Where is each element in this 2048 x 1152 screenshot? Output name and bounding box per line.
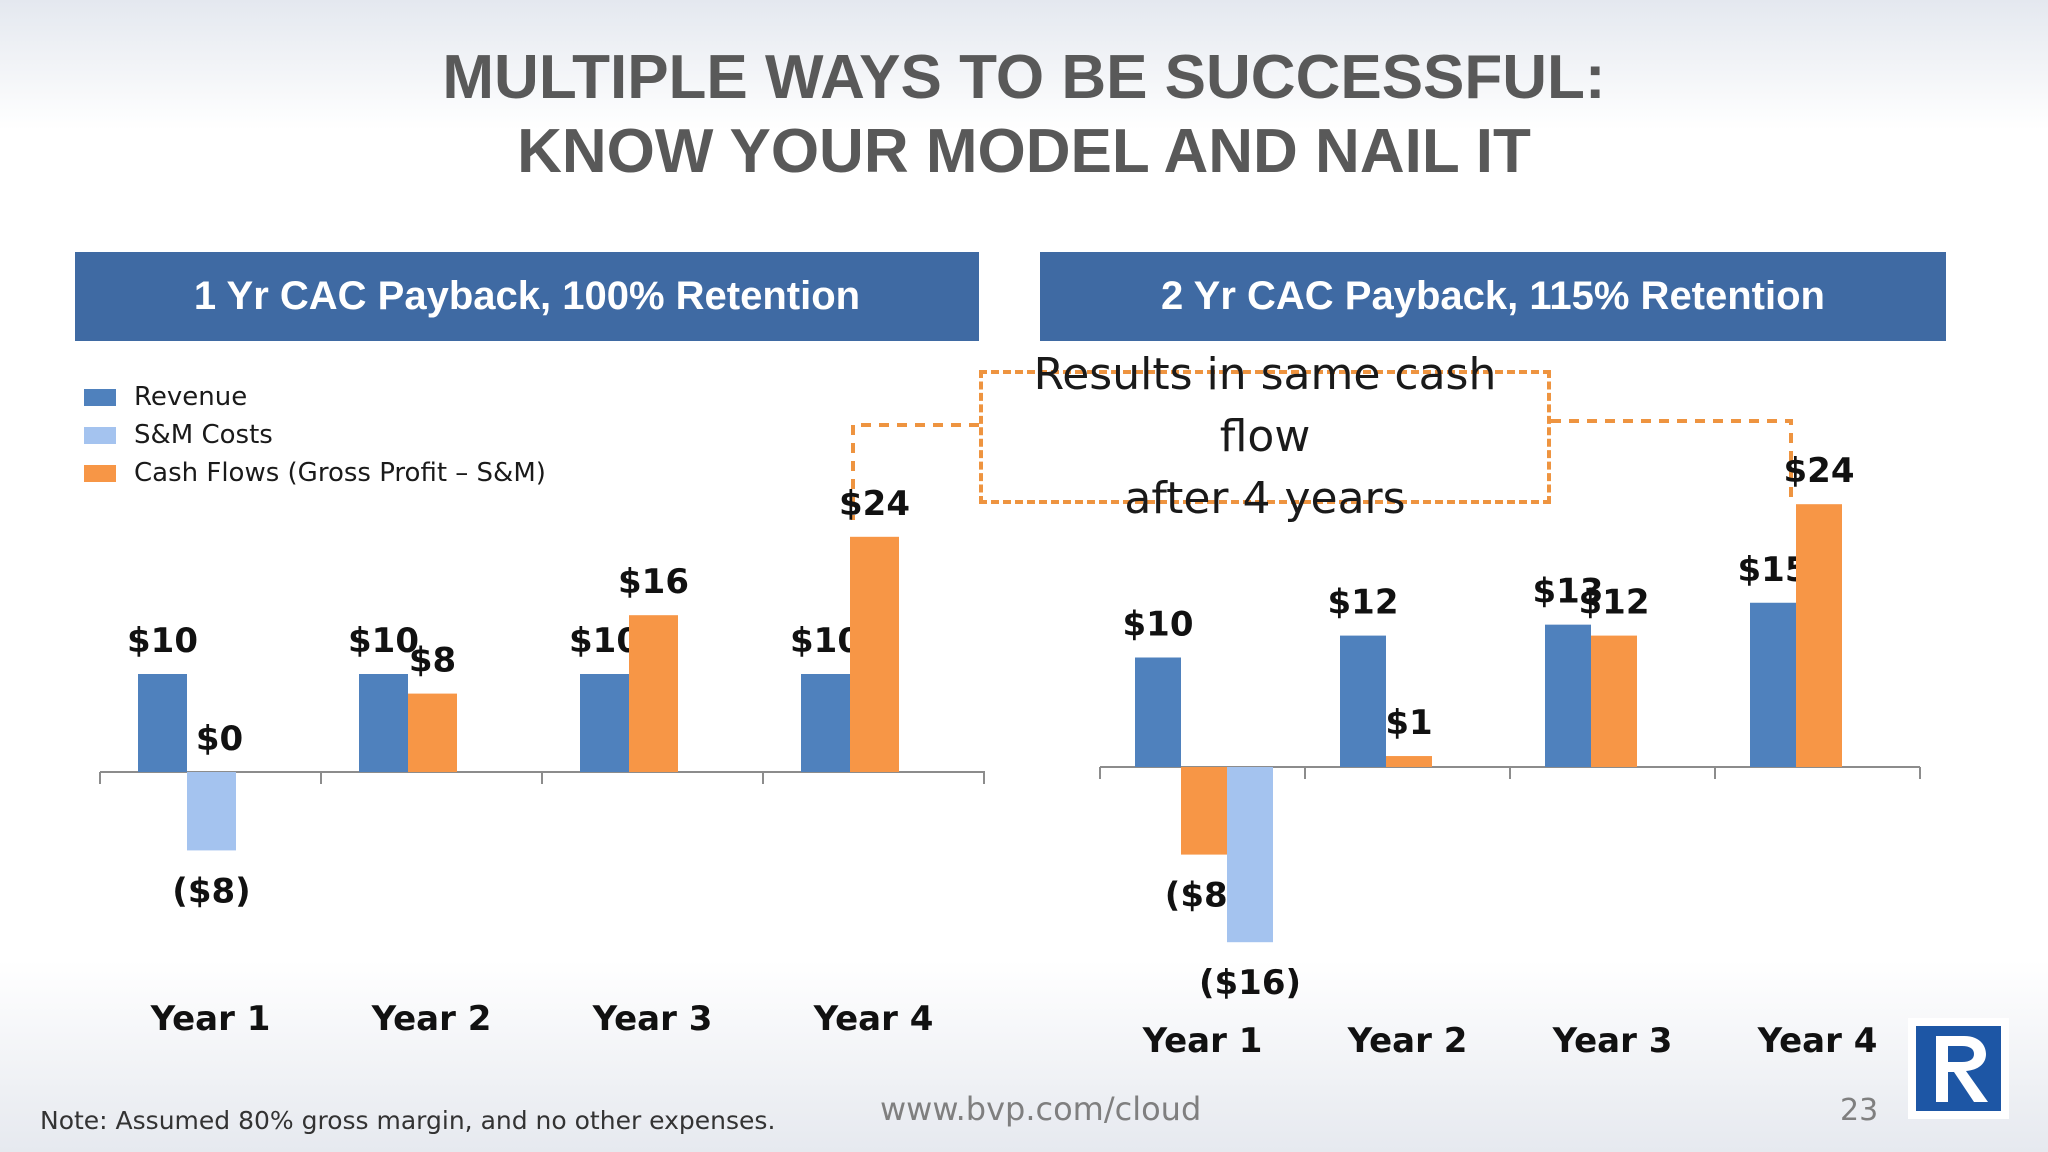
data-label-revenue-year-2: $10: [348, 621, 419, 661]
chart-2-category-label: Year 3: [1552, 1021, 1673, 1061]
chart-2-category-label: Year 2: [1347, 1021, 1468, 1061]
chart-1-category-label: Year 3: [592, 999, 713, 1039]
footer-url: www.bvp.com/cloud: [880, 1090, 1202, 1128]
bar-cash-flows-gross-profit-s-m-year-1: [1181, 767, 1227, 855]
chart-legend: Revenue S&M Costs Cash Flows (Gross Prof…: [84, 378, 546, 492]
bar-revenue-year-4: [801, 674, 850, 772]
chart-2-category-label: Year 4: [1757, 1021, 1878, 1061]
data-label-cash-flows-gross-profit-s-m-year-1: $0: [196, 719, 243, 759]
left-panel-title: 1 Yr CAC Payback, 100% Retention: [193, 274, 861, 318]
bar-s-m-costs-year-1: [187, 772, 236, 851]
chart-1-category-label: Year 1: [150, 999, 271, 1039]
legend-swatch-revenue: [84, 388, 116, 406]
data-label-cash-flows-gross-profit-s-m-year-2: $8: [409, 641, 456, 681]
bar-revenue-year-2: [359, 674, 408, 772]
data-label-revenue-year-1: $10: [1123, 605, 1194, 645]
bar-revenue-year-3: [1545, 624, 1591, 767]
footnote: Note: Assumed 80% gross margin, and no o…: [40, 1106, 776, 1135]
callout-box: Results in same cash flow after 4 years: [979, 349, 1551, 524]
legend-item-revenue: Revenue: [84, 378, 546, 416]
data-label-s-m-costs-year-1: ($16): [1199, 963, 1301, 1003]
bar-revenue-year-1: [138, 674, 187, 772]
legend-swatch-sm-costs: [84, 426, 116, 444]
callout-connector-right: [1551, 419, 1793, 500]
data-label-s-m-costs-year-1: ($8): [172, 871, 250, 911]
bar-cash-flows-gross-profit-s-m-year-2: [1386, 756, 1432, 767]
left-panel-header: 1 Yr CAC Payback, 100% Retention: [75, 252, 979, 341]
right-panel-header: 2 Yr CAC Payback, 115% Retention: [1040, 252, 1946, 341]
bar-cash-flows-gross-profit-s-m-year-2: [408, 693, 457, 772]
bar-cash-flows-gross-profit-s-m-year-3: [629, 615, 678, 772]
slide-title-line-1: MULTIPLE WAYS TO BE SUCCESSFUL:: [442, 43, 1606, 112]
legend-item-cash-flows: Cash Flows (Gross Profit – S&M): [84, 454, 546, 492]
bar-cash-flows-gross-profit-s-m-year-3: [1591, 635, 1637, 767]
data-label-revenue-year-3: $10: [569, 621, 640, 661]
data-label-revenue-year-2: $12: [1328, 583, 1399, 623]
data-label-cash-flows-gross-profit-s-m-year-3: $16: [618, 562, 689, 602]
data-label-cash-flows-gross-profit-s-m-year-4: $24: [1784, 451, 1855, 491]
bar-revenue-year-4: [1750, 602, 1796, 767]
slide-title-line-2: KNOW YOUR MODEL AND NAIL IT: [517, 117, 1531, 186]
legend-item-sm-costs: S&M Costs: [84, 416, 546, 454]
bvp-r-logo-icon: [1936, 1036, 1988, 1102]
legend-swatch-cash-flows: [84, 464, 116, 482]
callout-line-1: Results in same cash flow: [1033, 349, 1497, 462]
page-number: 23: [1840, 1093, 1879, 1128]
legend-label-sm-costs: S&M Costs: [134, 420, 273, 450]
data-label-cash-flows-gross-profit-s-m-year-2: $1: [1385, 703, 1432, 743]
callout-line-2: after 4 years: [1124, 473, 1406, 524]
bar-cash-flows-gross-profit-s-m-year-4: [850, 536, 899, 772]
legend-label-cash-flows: Cash Flows (Gross Profit – S&M): [134, 458, 546, 488]
data-label-cash-flows-gross-profit-s-m-year-3: $12: [1579, 583, 1650, 623]
chart-2-category-label: Year 1: [1142, 1021, 1263, 1061]
data-label-revenue-year-3: $13: [1533, 572, 1604, 612]
bar-revenue-year-3: [580, 674, 629, 772]
legend-label-revenue: Revenue: [134, 382, 248, 412]
data-label-cash-flows-gross-profit-s-m-year-4: $24: [839, 484, 910, 524]
data-label-revenue-year-4: $10: [790, 621, 861, 661]
data-label-revenue-year-1: $10: [127, 621, 198, 661]
chart-1-category-label: Year 4: [813, 999, 934, 1039]
bar-cash-flows-gross-profit-s-m-year-4: [1796, 504, 1842, 767]
right-panel-title: 2 Yr CAC Payback, 115% Retention: [1161, 274, 1825, 318]
chart-1-category-label: Year 2: [371, 999, 492, 1039]
bar-s-m-costs-year-1: [1227, 767, 1273, 943]
bvp-logo-icon: [1916, 1026, 2001, 1111]
callout-connector-left: [851, 423, 979, 520]
bar-revenue-year-2: [1340, 635, 1386, 767]
bar-revenue-year-1: [1135, 657, 1181, 767]
